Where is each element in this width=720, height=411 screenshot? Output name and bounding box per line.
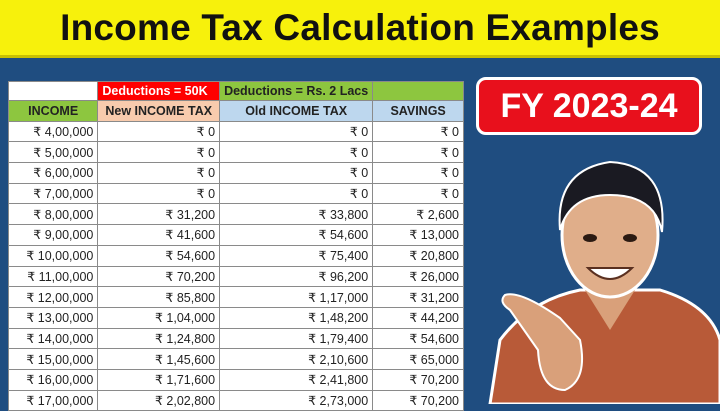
income-cell: ₹ 9,00,000 (7, 224, 99, 246)
new-tax-cell: ₹ 1,45,600 (97, 348, 221, 370)
new-tax-cell: ₹ 41,600 (97, 224, 221, 246)
pointing-hand (501, 293, 584, 392)
neck (585, 290, 635, 330)
savings-cell: ₹ 0 (372, 182, 464, 205)
old-tax-cell: ₹ 0 (219, 141, 374, 164)
table-row: ₹ 12,00,000 ₹ 85,800 ₹ 1,17,000 ₹ 31,200 (7, 286, 464, 308)
header-savings: SAVINGS (372, 100, 464, 122)
savings-cell: ₹ 54,600 (372, 327, 464, 350)
income-cell: ₹ 16,00,000 (7, 368, 99, 391)
income-cell: ₹ 6,00,000 (7, 162, 99, 184)
table-row: ₹ 8,00,000 ₹ 31,200 ₹ 33,800 ₹ 2,600 (7, 203, 464, 226)
new-tax-cell: ₹ 2,02,800 (97, 389, 221, 411)
table-row: ₹ 16,00,000 ₹ 1,71,600 ₹ 2,41,800 ₹ 70,200 (7, 368, 464, 391)
title-banner: Income Tax Calculation Examples (0, 0, 720, 58)
new-tax-cell: ₹ 1,24,800 (97, 327, 221, 350)
table-row: ₹ 7,00,000 ₹ 0 ₹ 0 ₹ 0 (7, 182, 464, 205)
group-header-new: Deductions = 50K (97, 81, 221, 101)
income-cell: ₹ 5,00,000 (7, 141, 99, 164)
old-tax-cell: ₹ 2,10,600 (219, 348, 374, 370)
table-row: ₹ 5,00,000 ₹ 0 ₹ 0 ₹ 0 (7, 141, 464, 164)
income-cell: ₹ 17,00,000 (7, 389, 99, 411)
savings-cell: ₹ 65,000 (372, 348, 464, 370)
savings-cell: ₹ 0 (372, 162, 464, 184)
new-tax-cell: ₹ 0 (97, 141, 221, 164)
savings-cell: ₹ 0 (372, 141, 464, 164)
savings-cell: ₹ 31,200 (372, 286, 464, 308)
old-tax-cell: ₹ 96,200 (219, 265, 374, 288)
savings-cell: ₹ 26,000 (372, 265, 464, 288)
header-new-tax: New INCOME TAX (97, 100, 221, 122)
table-row: ₹ 13,00,000 ₹ 1,04,000 ₹ 1,48,200 ₹ 44,200 (7, 306, 464, 329)
old-tax-cell: ₹ 75,400 (219, 244, 374, 267)
old-tax-cell: ₹ 0 (219, 162, 374, 184)
income-cell: ₹ 11,00,000 (7, 265, 99, 288)
savings-cell: ₹ 70,200 (372, 389, 464, 411)
new-tax-cell: ₹ 70,200 (97, 265, 221, 288)
fy-badge: FY 2023-24 (476, 77, 702, 135)
smile (585, 267, 635, 280)
old-tax-cell: ₹ 0 (219, 182, 374, 205)
table-row: ₹ 15,00,000 ₹ 1,45,600 ₹ 2,10,600 ₹ 65,000 (7, 348, 464, 370)
savings-cell: ₹ 0 (372, 120, 464, 143)
table-row: ₹ 6,00,000 ₹ 0 ₹ 0 ₹ 0 (7, 162, 464, 184)
left-eye (583, 234, 597, 242)
income-cell: ₹ 12,00,000 (7, 286, 99, 308)
old-tax-cell: ₹ 2,41,800 (219, 368, 374, 391)
header-row: INCOME New INCOME TAX Old INCOME TAX SAV… (7, 100, 464, 122)
page-title: Income Tax Calculation Examples (60, 6, 660, 48)
new-tax-cell: ₹ 1,71,600 (97, 368, 221, 391)
new-tax-cell: ₹ 0 (97, 182, 221, 205)
presenter-photo (488, 160, 720, 404)
savings-cell: ₹ 44,200 (372, 306, 464, 329)
new-tax-cell: ₹ 0 (97, 120, 221, 143)
table-row: ₹ 4,00,000 ₹ 0 ₹ 0 ₹ 0 (7, 120, 464, 143)
group-header-empty (7, 81, 99, 101)
savings-cell: ₹ 13,000 (372, 224, 464, 246)
income-cell: ₹ 14,00,000 (7, 327, 99, 350)
savings-cell: ₹ 70,200 (372, 368, 464, 391)
table-row: ₹ 9,00,000 ₹ 41,600 ₹ 54,600 ₹ 13,000 (7, 224, 464, 246)
table-row: ₹ 17,00,000 ₹ 2,02,800 ₹ 2,73,000 ₹ 70,200 (7, 389, 464, 411)
table-row: ₹ 14,00,000 ₹ 1,24,800 ₹ 1,79,400 ₹ 54,600 (7, 327, 464, 350)
header-old-tax: Old INCOME TAX (219, 100, 374, 122)
income-cell: ₹ 13,00,000 (7, 306, 99, 329)
group-header-old: Deductions = Rs. 2 Lacs (219, 81, 374, 101)
income-cell: ₹ 8,00,000 (7, 203, 99, 226)
header-income: INCOME (7, 100, 99, 122)
new-tax-cell: ₹ 54,600 (97, 244, 221, 267)
income-cell: ₹ 4,00,000 (7, 120, 99, 143)
old-tax-cell: ₹ 0 (219, 120, 374, 143)
new-tax-cell: ₹ 85,800 (97, 286, 221, 308)
right-eye (623, 234, 637, 242)
new-tax-cell: ₹ 0 (97, 162, 221, 184)
tax-table: Deductions = 50K Deductions = Rs. 2 Lacs… (7, 81, 464, 411)
old-tax-cell: ₹ 2,73,000 (219, 389, 374, 411)
hair (558, 160, 664, 233)
new-tax-cell: ₹ 1,04,000 (97, 306, 221, 329)
old-tax-cell: ₹ 1,48,200 (219, 306, 374, 329)
savings-cell: ₹ 2,600 (372, 203, 464, 226)
income-cell: ₹ 10,00,000 (7, 244, 99, 267)
income-cell: ₹ 7,00,000 (7, 182, 99, 205)
old-tax-cell: ₹ 1,79,400 (219, 327, 374, 350)
table-row: ₹ 11,00,000 ₹ 70,200 ₹ 96,200 ₹ 26,000 (7, 265, 464, 288)
group-header-savings (372, 81, 464, 101)
new-tax-cell: ₹ 31,200 (97, 203, 221, 226)
old-tax-cell: ₹ 54,600 (219, 224, 374, 246)
old-tax-cell: ₹ 33,800 (219, 203, 374, 226)
table-row: ₹ 10,00,000 ₹ 54,600 ₹ 75,400 ₹ 20,800 (7, 244, 464, 267)
savings-cell: ₹ 20,800 (372, 244, 464, 267)
old-tax-cell: ₹ 1,17,000 (219, 286, 374, 308)
group-header-row: Deductions = 50K Deductions = Rs. 2 Lacs (7, 81, 464, 101)
income-cell: ₹ 15,00,000 (7, 348, 99, 370)
